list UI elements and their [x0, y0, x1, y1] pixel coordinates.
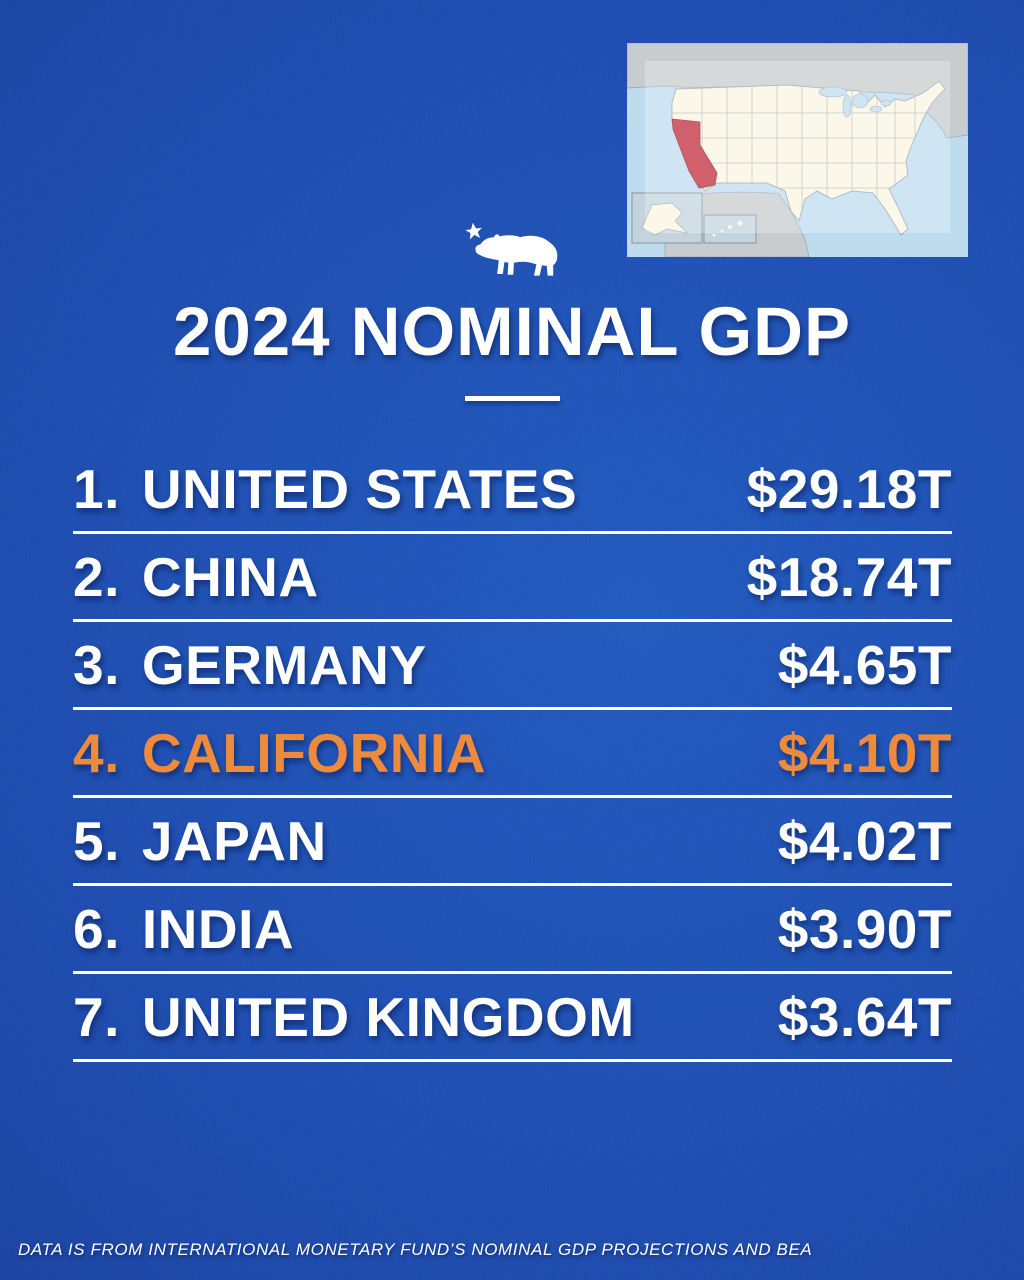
- gdp-value: $18.74T: [746, 545, 952, 608]
- gdp-value: $3.90T: [777, 897, 952, 960]
- gdp-row-japan: 5. JAPAN $4.02T: [73, 798, 952, 886]
- gdp-value: $29.18T: [746, 457, 952, 520]
- gdp-value: $4.65T: [777, 633, 952, 696]
- entity-label: JAPAN: [141, 809, 327, 872]
- rank-label: 5.: [73, 809, 120, 872]
- gdp-row-germany: 3. GERMANY $4.65T: [73, 622, 952, 710]
- gdp-row-california-highlighted: 4. CALIFORNIA $4.10T: [73, 710, 952, 798]
- rank-label: 6.: [73, 897, 120, 960]
- map-white-overlay: [645, 61, 950, 233]
- rank-label: 3.: [73, 633, 120, 696]
- gdp-value: $4.10T: [777, 721, 952, 784]
- rank-label: 2.: [73, 545, 120, 608]
- entity-label: UNITED STATES: [141, 457, 578, 520]
- map-alaska-inset: [631, 192, 703, 244]
- map-hawaii-inset: [703, 214, 757, 244]
- gdp-value: $4.02T: [777, 809, 952, 872]
- map-great-lakes: [818, 86, 892, 118]
- rank-label: 4.: [73, 721, 120, 784]
- entity-label: CALIFORNIA: [141, 721, 487, 784]
- gdp-row-united-kingdom: 7. UNITED KINGDOM $3.64T: [73, 974, 952, 1062]
- entity-label: INDIA: [141, 897, 295, 960]
- gdp-row-india: 6. INDIA $3.90T: [73, 886, 952, 974]
- bear-icon: [475, 234, 558, 276]
- entity-label: UNITED KINGDOM: [141, 985, 635, 1048]
- gdp-row-china: 2. CHINA $18.74T: [73, 534, 952, 622]
- gdp-ranking-list: 1. UNITED STATES $29.18T 2. CHINA $18.74T …: [73, 446, 952, 1062]
- data-source-note: DATA IS FROM INTERNATIONAL MONETARY FUND…: [18, 1240, 813, 1259]
- rank-label: 1.: [73, 457, 120, 520]
- california-emblem: [458, 214, 570, 286]
- gdp-value: $3.64T: [777, 985, 952, 1048]
- star-icon: [465, 222, 482, 240]
- page-title: 2024 NOMINAL GDP: [172, 293, 852, 370]
- rank-label: 7.: [73, 985, 120, 1048]
- title-divider: [465, 396, 560, 401]
- map-california-highlight: [671, 118, 718, 189]
- gdp-row-united-states: 1. UNITED STATES $29.18T: [73, 446, 952, 534]
- entity-label: CHINA: [141, 545, 319, 608]
- entity-label: GERMANY: [141, 633, 427, 696]
- california-locator-map: [627, 43, 968, 257]
